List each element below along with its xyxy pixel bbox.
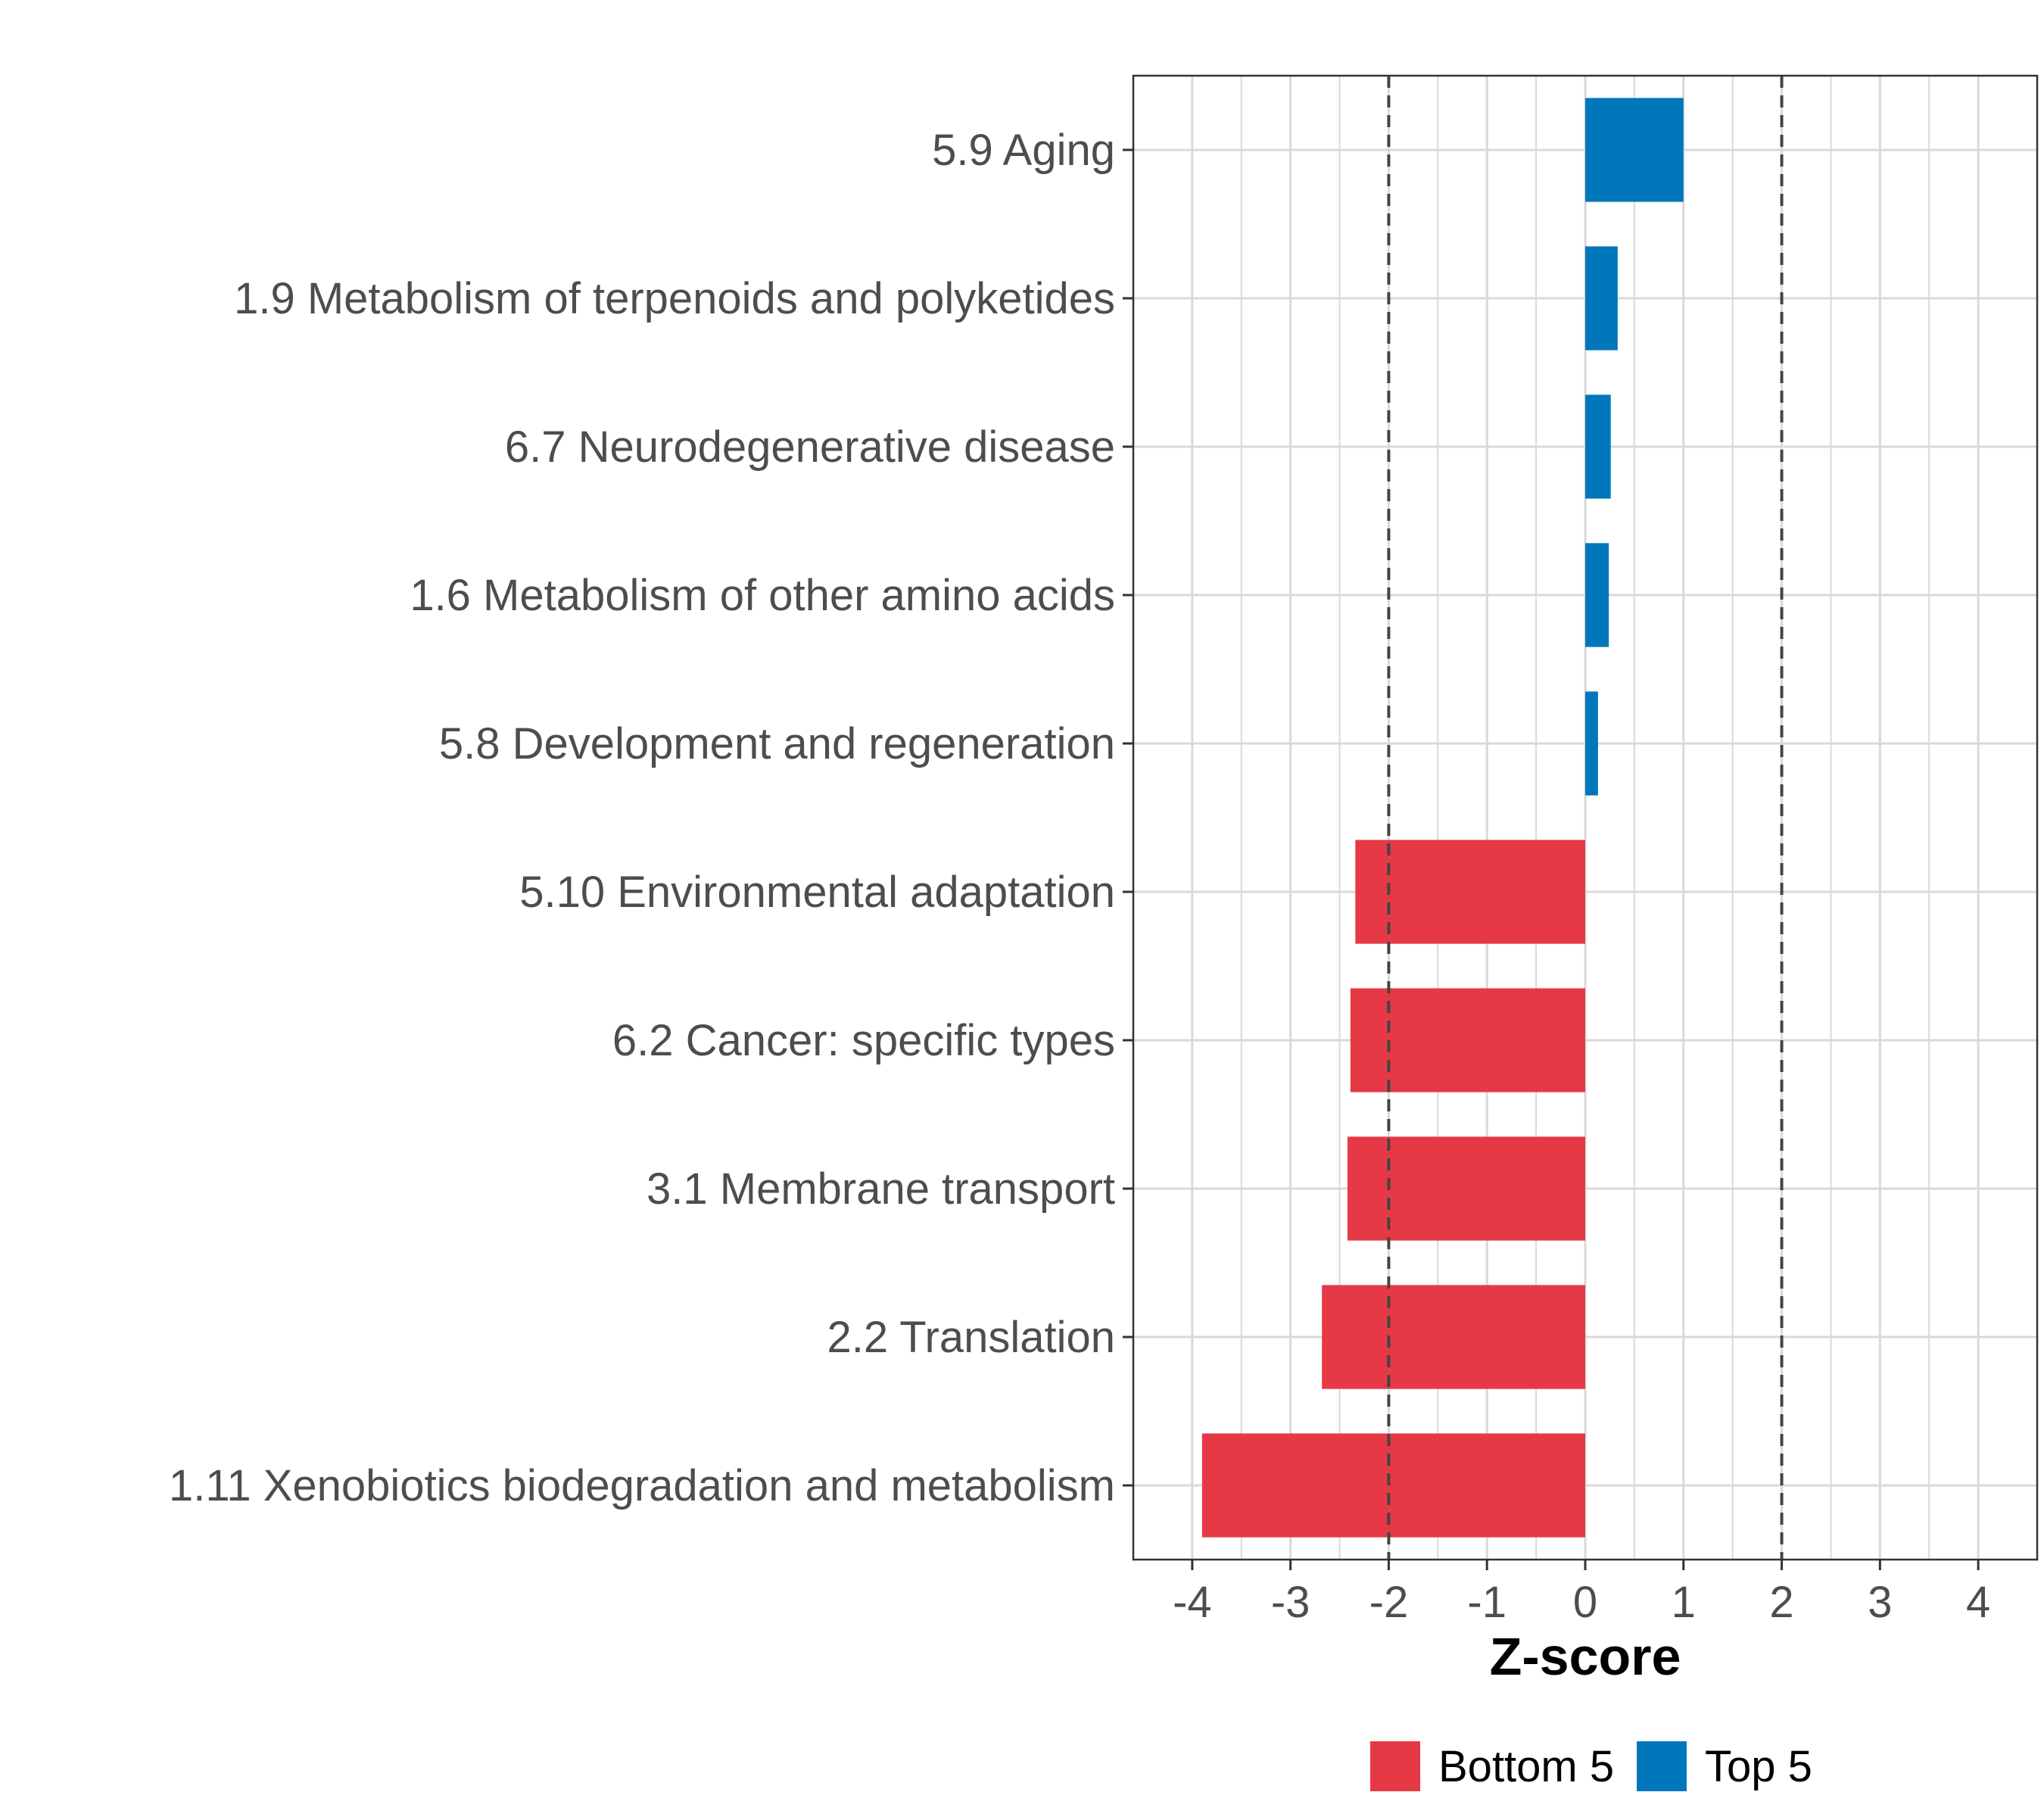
category-label: 2.2 Translation [827, 1313, 1115, 1362]
bar-8 [1347, 1136, 1585, 1241]
bar-1 [1585, 98, 1684, 202]
x-tick-label: -4 [1173, 1578, 1212, 1627]
x-tick-label: -1 [1467, 1578, 1507, 1627]
bar-6 [1355, 840, 1585, 944]
category-label: 1.9 Metabolism of terpenoids and polyket… [234, 274, 1115, 323]
category-label: 6.7 Neurodegenerative disease [505, 422, 1115, 472]
x-tick-label: 2 [1769, 1578, 1793, 1627]
bar-3 [1585, 394, 1611, 499]
x-tick-label: 1 [1672, 1578, 1696, 1627]
bar-10 [1201, 1433, 1585, 1538]
x-axis-title: Z-score [1490, 1627, 1681, 1686]
category-label: 1.6 Metabolism of other amino acids [410, 571, 1115, 620]
x-tick-label: -2 [1369, 1578, 1409, 1627]
legend-label-top-5: Top 5 [1705, 1742, 1812, 1791]
x-tick-label: -3 [1271, 1578, 1310, 1627]
bar-7 [1350, 988, 1585, 1092]
category-label: 6.2 Cancer: specific types [612, 1016, 1115, 1065]
bar-2 [1585, 246, 1618, 351]
category-label: 5.10 Environmental adaptation [519, 868, 1115, 917]
reference-lines [1387, 76, 1784, 1560]
x-tick-label: 4 [1966, 1578, 1990, 1627]
legend-swatch-bottom-5 [1370, 1741, 1420, 1791]
category-label: 5.8 Development and regeneration [439, 719, 1115, 768]
bar-9 [1322, 1285, 1585, 1389]
x-tick-label: 3 [1868, 1578, 1892, 1627]
category-label: 3.1 Membrane transport [647, 1164, 1115, 1214]
y-axis: 5.9 Aging 1.9 Metabolism of terpenoids an… [169, 126, 1133, 1510]
category-label: 5.9 Aging [932, 126, 1115, 175]
bar-4 [1585, 543, 1609, 647]
legend-label-bottom-5: Bottom 5 [1438, 1742, 1614, 1791]
category-label: 1.11 Xenobiotics biodegradation and meta… [169, 1461, 1115, 1510]
x-axis: -4 -3 -2 -1 0 1 2 3 4 [1173, 1560, 1990, 1627]
x-tick-label: 0 [1573, 1578, 1597, 1627]
legend: Bottom 5 Top 5 [1370, 1741, 1812, 1791]
legend-swatch-top-5 [1637, 1741, 1687, 1791]
bars [1201, 98, 1684, 1538]
bar-5 [1585, 691, 1598, 796]
